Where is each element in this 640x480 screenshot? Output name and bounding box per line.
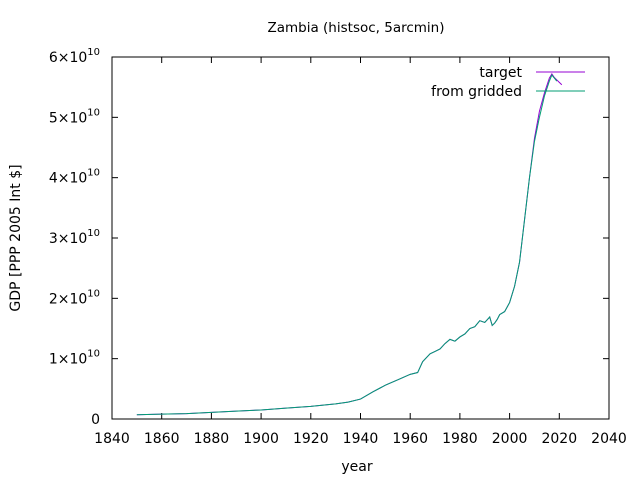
chart-title: Zambia (histsoc, 5arcmin) (267, 20, 444, 36)
y-tick-label: 1×1010 (49, 349, 100, 368)
y-tick-label: 2×1010 (49, 288, 100, 307)
y-tick-label: 5×1010 (49, 107, 100, 126)
y-tick-label: 3×1010 (49, 228, 100, 247)
x-tick-label: 1980 (442, 431, 478, 447)
y-axis-label: GDP [PPP 2005 Int $] (8, 164, 24, 311)
plot-border (111, 56, 610, 420)
plot-area: 1840 1860 1880 1900 1920 1940 1960 1980 2000 2020… (49, 47, 627, 447)
legend-label: target (479, 65, 522, 81)
x-tick-label: 2020 (541, 431, 577, 447)
x-tick-label: 1940 (343, 431, 379, 447)
x-tick-label: 2040 (591, 431, 627, 447)
legend-label: from gridded (431, 84, 522, 100)
x-tick-label: 1840 (94, 431, 130, 447)
x-tick-label: 2000 (492, 431, 528, 447)
y-tick-label: 0 (91, 412, 100, 428)
x-axis-label: year (341, 459, 372, 475)
x-tick-label: 1920 (293, 431, 329, 447)
x-tick-label: 1960 (392, 431, 428, 447)
x-tick-label: 1900 (243, 431, 279, 447)
series-line (136, 74, 558, 416)
y-tick-label: 6×1010 (49, 47, 100, 66)
y-tick-label: 4×1010 (49, 168, 100, 187)
series-line (136, 72, 563, 416)
x-tick-label: 1860 (144, 431, 180, 447)
x-tick-label: 1880 (194, 431, 230, 447)
